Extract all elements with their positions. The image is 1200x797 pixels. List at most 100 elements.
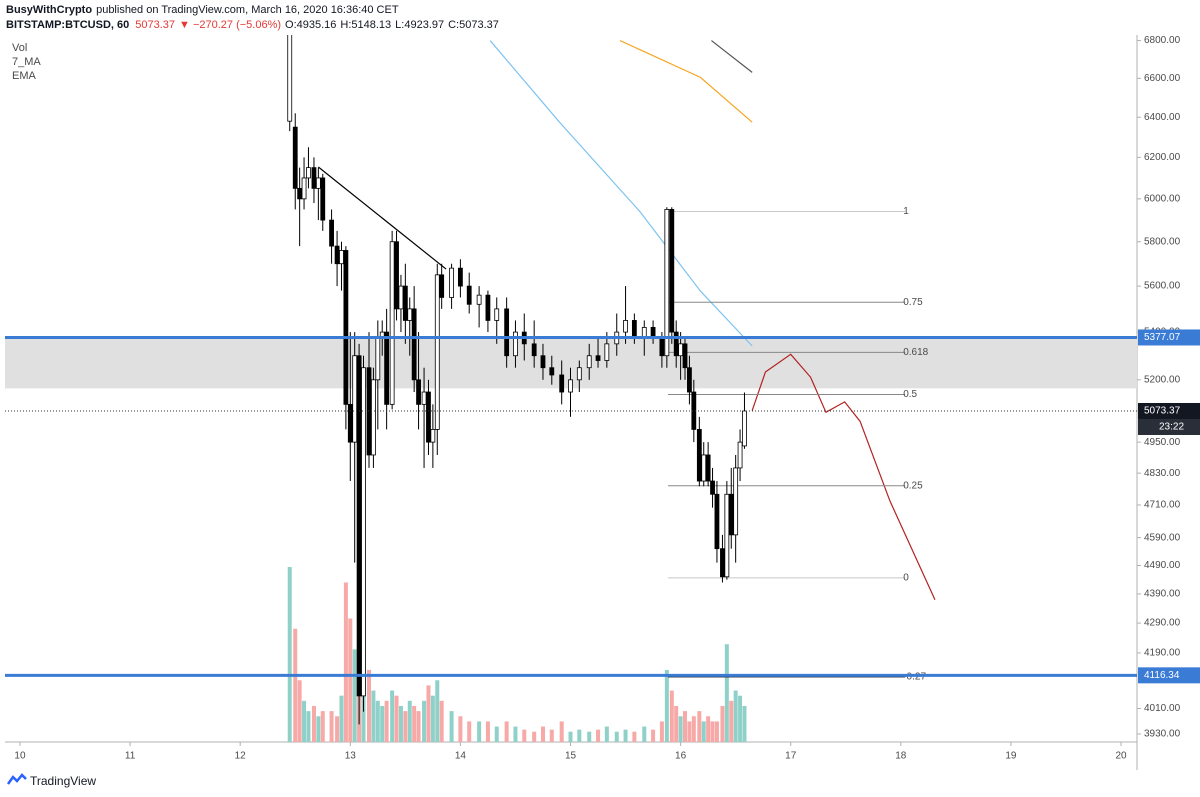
- volume-bar: [706, 716, 711, 742]
- volume-bar: [683, 711, 688, 742]
- symbol: BITSTAMP:BTCUSD, 60: [6, 19, 129, 31]
- y-tick-label: 5600.00: [1144, 281, 1181, 292]
- y-tick-label: 4950.00: [1144, 437, 1181, 448]
- footer-logo: TradingView: [6, 773, 96, 788]
- y-tick-label: 6800.00: [1144, 35, 1181, 46]
- candle-body: [457, 267, 463, 287]
- volume-bar: [412, 705, 417, 742]
- volume-bar: [678, 716, 683, 742]
- logo-icon: [6, 773, 27, 785]
- volume-bar: [371, 690, 376, 742]
- candle-body: [476, 294, 482, 305]
- volume-bar: [664, 669, 669, 742]
- volume-bar: [513, 726, 518, 742]
- y-tick-label: 4290.00: [1144, 618, 1181, 629]
- y-tick-label: 4390.00: [1144, 589, 1181, 600]
- candle-body: [485, 294, 491, 321]
- candle-body: [568, 379, 573, 393]
- volume-bar: [426, 685, 431, 742]
- price-label: 4116.34: [1144, 670, 1180, 681]
- volume-bar: [403, 711, 408, 742]
- y-tick-label: 4590.00: [1144, 532, 1181, 543]
- volume-bar: [522, 729, 527, 742]
- candle-body: [714, 493, 720, 550]
- candle-body: [315, 177, 321, 189]
- volume-bar: [320, 711, 325, 742]
- y-tick-label: 4830.00: [1144, 468, 1181, 479]
- volume-bar: [691, 716, 696, 742]
- candle-body: [549, 367, 555, 376]
- candle-body: [540, 355, 546, 369]
- candle-body: [466, 285, 472, 305]
- y-tick-label: 6000.00: [1144, 193, 1181, 204]
- candle-body: [416, 379, 421, 405]
- y-tick-label: 4010.00: [1144, 703, 1181, 714]
- volume-bar: [651, 729, 656, 742]
- candle-body: [334, 245, 340, 265]
- candle-body: [673, 331, 679, 357]
- header-line-2: BITSTAMP:BTCUSD, 60 5073.37 ▼ −270.27 (−5.…: [6, 19, 499, 31]
- low: L:4923.97: [395, 19, 444, 31]
- candle-body: [705, 454, 711, 482]
- legend-item: 7_MA: [12, 56, 41, 68]
- study-line: [619, 40, 753, 123]
- volume-bar: [710, 721, 715, 742]
- y-tick-label: 5800.00: [1144, 236, 1181, 247]
- header-line-1: BusyWithCrypto published on TradingView.c…: [6, 4, 399, 16]
- y-tick-label: 3930.00: [1144, 729, 1181, 740]
- candle-body: [696, 429, 702, 482]
- candle-body: [439, 274, 445, 298]
- price-label: 5377.07: [1144, 332, 1181, 343]
- volume-bar: [642, 726, 647, 742]
- volume-bar: [687, 721, 692, 742]
- volume-bar: [375, 700, 380, 742]
- price-label-box: [1138, 667, 1200, 684]
- volume-bar: [422, 700, 427, 742]
- volume-bar: [485, 721, 490, 742]
- volume-bar: [623, 729, 628, 742]
- volume-bar: [697, 711, 702, 742]
- x-tick-label: 14: [455, 751, 467, 762]
- candle-body: [664, 209, 670, 357]
- volume-bar: [380, 705, 385, 742]
- volume-bar: [614, 731, 619, 742]
- candle-body: [356, 355, 362, 697]
- x-tick-label: 17: [785, 751, 797, 762]
- volume-bar: [724, 644, 729, 742]
- x-tick-label: 12: [235, 751, 247, 762]
- volume-bar: [632, 731, 637, 742]
- candle-body: [531, 343, 537, 357]
- candle-body: [394, 241, 399, 310]
- volume-bar: [568, 731, 573, 742]
- volume-bar: [449, 711, 454, 742]
- candle-body: [361, 367, 366, 697]
- volume-bar: [604, 726, 609, 742]
- x-tick-label: 16: [675, 751, 687, 762]
- candle-body: [720, 548, 725, 578]
- x-tick-label: 18: [895, 751, 907, 762]
- volume-bar: [416, 711, 421, 742]
- candle-body: [586, 355, 592, 369]
- volume-bar: [390, 690, 395, 742]
- volume-bar: [577, 729, 582, 742]
- x-tick-label: 10: [14, 751, 26, 762]
- candle-body: [398, 285, 404, 310]
- x-tick-label: 15: [565, 751, 577, 762]
- candle-body: [513, 331, 518, 357]
- y-tick-label: 6600.00: [1144, 73, 1181, 84]
- study-line: [317, 166, 447, 270]
- x-tick-label: 20: [1115, 751, 1127, 762]
- volume-bar: [293, 628, 298, 742]
- high: H:5148.13: [340, 19, 391, 31]
- candle-body: [311, 167, 317, 189]
- volume-bar: [367, 669, 372, 742]
- volume-bar: [733, 690, 738, 742]
- candle-body: [682, 343, 688, 369]
- candle-body: [371, 379, 376, 456]
- candle-body: [366, 367, 372, 456]
- candle-body: [604, 343, 610, 361]
- candle-body: [407, 308, 413, 321]
- volume-bar: [669, 690, 674, 742]
- fib-label: 0.5: [903, 389, 917, 400]
- legend-item: EMA: [12, 70, 37, 82]
